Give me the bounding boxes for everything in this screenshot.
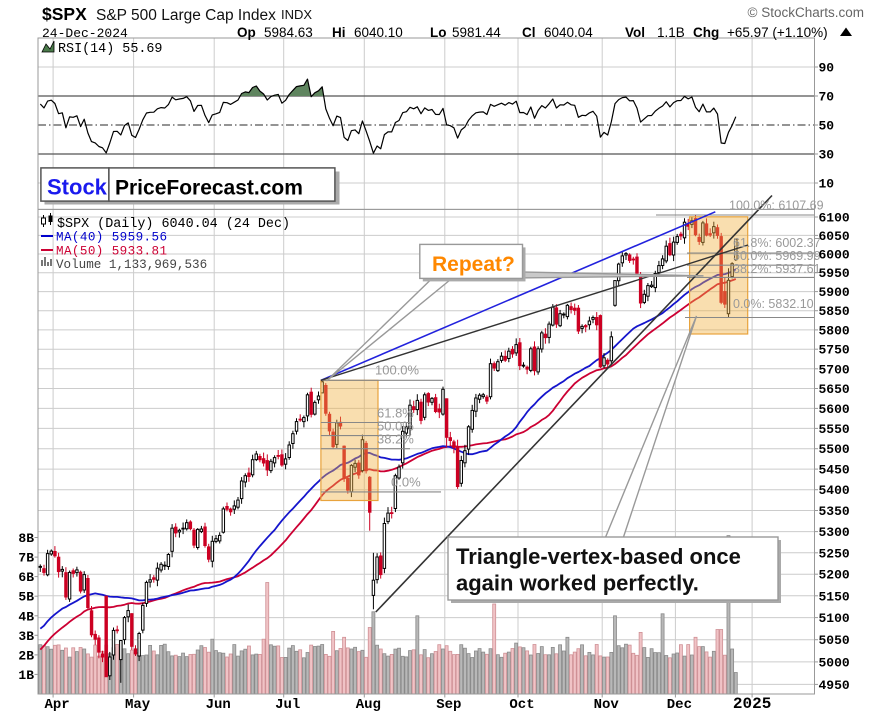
svg-text:10: 10 [819,177,835,192]
svg-text:$SPX (Daily) 6040.04 (24 Dec): $SPX (Daily) 6040.04 (24 Dec) [57,217,290,232]
svg-text:1.1B: 1.1B [657,25,685,40]
svg-text:6100: 6100 [819,211,850,226]
svg-text:5800: 5800 [819,323,850,338]
svg-text:5950: 5950 [819,266,850,281]
svg-text:Aug: Aug [356,697,381,713]
svg-text:Jun: Jun [206,697,231,713]
svg-text:Triangle-vertex-based once: Triangle-vertex-based once [456,544,741,569]
svg-text:5250: 5250 [819,546,850,561]
svg-text:Apr: Apr [44,697,69,713]
svg-text:Volume 1,133,969,536: Volume 1,133,969,536 [56,258,207,272]
svg-text:90: 90 [819,61,835,76]
svg-text:61.8%: 61.8% [377,405,414,420]
svg-text:5900: 5900 [819,285,850,300]
svg-text:Hi: Hi [332,25,346,40]
svg-text:6B: 6B [18,570,34,585]
svg-text:5450: 5450 [819,463,850,478]
svg-text:30: 30 [819,148,835,163]
svg-text:50.0%: 50.0% [377,419,414,434]
svg-text:5200: 5200 [819,568,850,583]
svg-text:May: May [125,697,151,713]
svg-text:5300: 5300 [819,525,850,540]
svg-text:8B: 8B [18,531,34,546]
svg-text:6000: 6000 [819,248,850,263]
svg-text:Lo: Lo [430,25,447,40]
svg-text:38.2%: 5937.61: 38.2%: 5937.61 [733,262,821,276]
svg-text:again worked perfectly.: again worked perfectly. [456,571,699,596]
svg-text:MA(40) 5959.56: MA(40) 5959.56 [56,231,167,245]
svg-text:5000: 5000 [819,655,850,670]
svg-text:0.0%: 0.0% [391,475,421,490]
svg-text:70: 70 [819,90,835,105]
svg-text:4950: 4950 [819,678,850,693]
svg-text:5550: 5550 [819,422,850,437]
svg-text:Stock: Stock [47,175,108,200]
svg-text:Op: Op [237,25,256,40]
svg-text:2025: 2025 [733,695,771,713]
svg-text:Cl: Cl [522,25,536,40]
svg-text:+65.97 (+1.10%): +65.97 (+1.10%) [727,25,828,40]
svg-text:5350: 5350 [819,504,850,519]
svg-text:6040.04: 6040.04 [544,25,593,40]
svg-text:Repeat?: Repeat? [432,253,515,276]
svg-text:Sep: Sep [436,697,461,713]
svg-text:5400: 5400 [819,483,850,498]
svg-text:6040.10: 6040.10 [354,25,403,40]
svg-text:© StockCharts.com: © StockCharts.com [748,5,864,20]
svg-text:100.0%: 100.0% [375,363,420,378]
svg-text:24-Dec-2024: 24-Dec-2024 [42,26,128,41]
svg-text:Chg: Chg [693,25,719,40]
svg-text:5750: 5750 [819,343,850,358]
svg-text:5500: 5500 [819,442,850,457]
svg-text:5700: 5700 [819,362,850,377]
svg-text:INDX: INDX [281,7,312,22]
svg-text:6050: 6050 [819,229,850,244]
svg-text:Vol: Vol [625,25,645,40]
svg-text:4B: 4B [18,609,34,624]
svg-text:100.0%: 6107.69: 100.0%: 6107.69 [729,199,824,213]
svg-text:Jul: Jul [275,697,300,713]
svg-text:5150: 5150 [819,589,850,604]
svg-text:S&P 500 Large Cap Index: S&P 500 Large Cap Index [96,7,276,24]
svg-text:MA(50) 5933.81: MA(50) 5933.81 [56,245,167,259]
svg-text:2B: 2B [18,648,34,663]
svg-text:5050: 5050 [819,633,850,648]
svg-text:1B: 1B [18,668,34,683]
svg-text:5B: 5B [18,590,34,605]
svg-text:Dec: Dec [667,697,692,713]
svg-text:7B: 7B [18,551,34,566]
svg-text:PriceForecast.com: PriceForecast.com [115,177,303,200]
svg-text:61.8%: 6002.37: 61.8%: 6002.37 [733,236,821,250]
svg-text:RSI(14) 55.69: RSI(14) 55.69 [58,42,162,57]
svg-text:3B: 3B [18,629,34,644]
svg-text:50.0%: 5969.99: 50.0%: 5969.99 [733,249,821,263]
svg-text:5981.44: 5981.44 [452,25,501,40]
svg-text:38.2%: 38.2% [377,432,414,447]
svg-text:Oct: Oct [509,697,534,713]
svg-text:0.0%: 5832.10: 0.0%: 5832.10 [733,297,814,311]
svg-text:5600: 5600 [819,402,850,417]
svg-text:50: 50 [819,119,835,134]
svg-text:5650: 5650 [819,382,850,397]
svg-text:$SPX: $SPX [42,4,87,24]
svg-text:5100: 5100 [819,611,850,626]
svg-text:5850: 5850 [819,304,850,319]
svg-text:5984.63: 5984.63 [264,25,313,40]
svg-text:Nov: Nov [594,697,620,713]
